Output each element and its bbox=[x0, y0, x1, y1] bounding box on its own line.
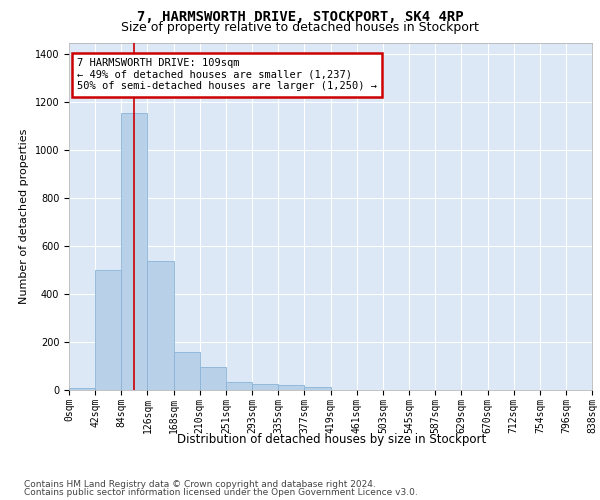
Bar bbox=[226, 382, 252, 390]
Text: Distribution of detached houses by size in Stockport: Distribution of detached houses by size … bbox=[176, 432, 486, 446]
Bar bbox=[121, 113, 148, 390]
Bar bbox=[69, 388, 95, 390]
Bar bbox=[200, 367, 226, 390]
Bar bbox=[173, 352, 200, 390]
Y-axis label: Number of detached properties: Number of detached properties bbox=[19, 128, 29, 304]
Bar bbox=[278, 385, 304, 390]
Text: Contains HM Land Registry data © Crown copyright and database right 2024.: Contains HM Land Registry data © Crown c… bbox=[24, 480, 376, 489]
Bar bbox=[304, 387, 331, 390]
Text: 7, HARMSWORTH DRIVE, STOCKPORT, SK4 4RP: 7, HARMSWORTH DRIVE, STOCKPORT, SK4 4RP bbox=[137, 10, 463, 24]
Bar bbox=[95, 270, 121, 390]
Bar bbox=[148, 260, 173, 390]
Text: Contains public sector information licensed under the Open Government Licence v3: Contains public sector information licen… bbox=[24, 488, 418, 497]
Text: Size of property relative to detached houses in Stockport: Size of property relative to detached ho… bbox=[121, 21, 479, 34]
Text: 7 HARMSWORTH DRIVE: 109sqm
← 49% of detached houses are smaller (1,237)
50% of s: 7 HARMSWORTH DRIVE: 109sqm ← 49% of deta… bbox=[77, 58, 377, 92]
Bar bbox=[252, 384, 278, 390]
